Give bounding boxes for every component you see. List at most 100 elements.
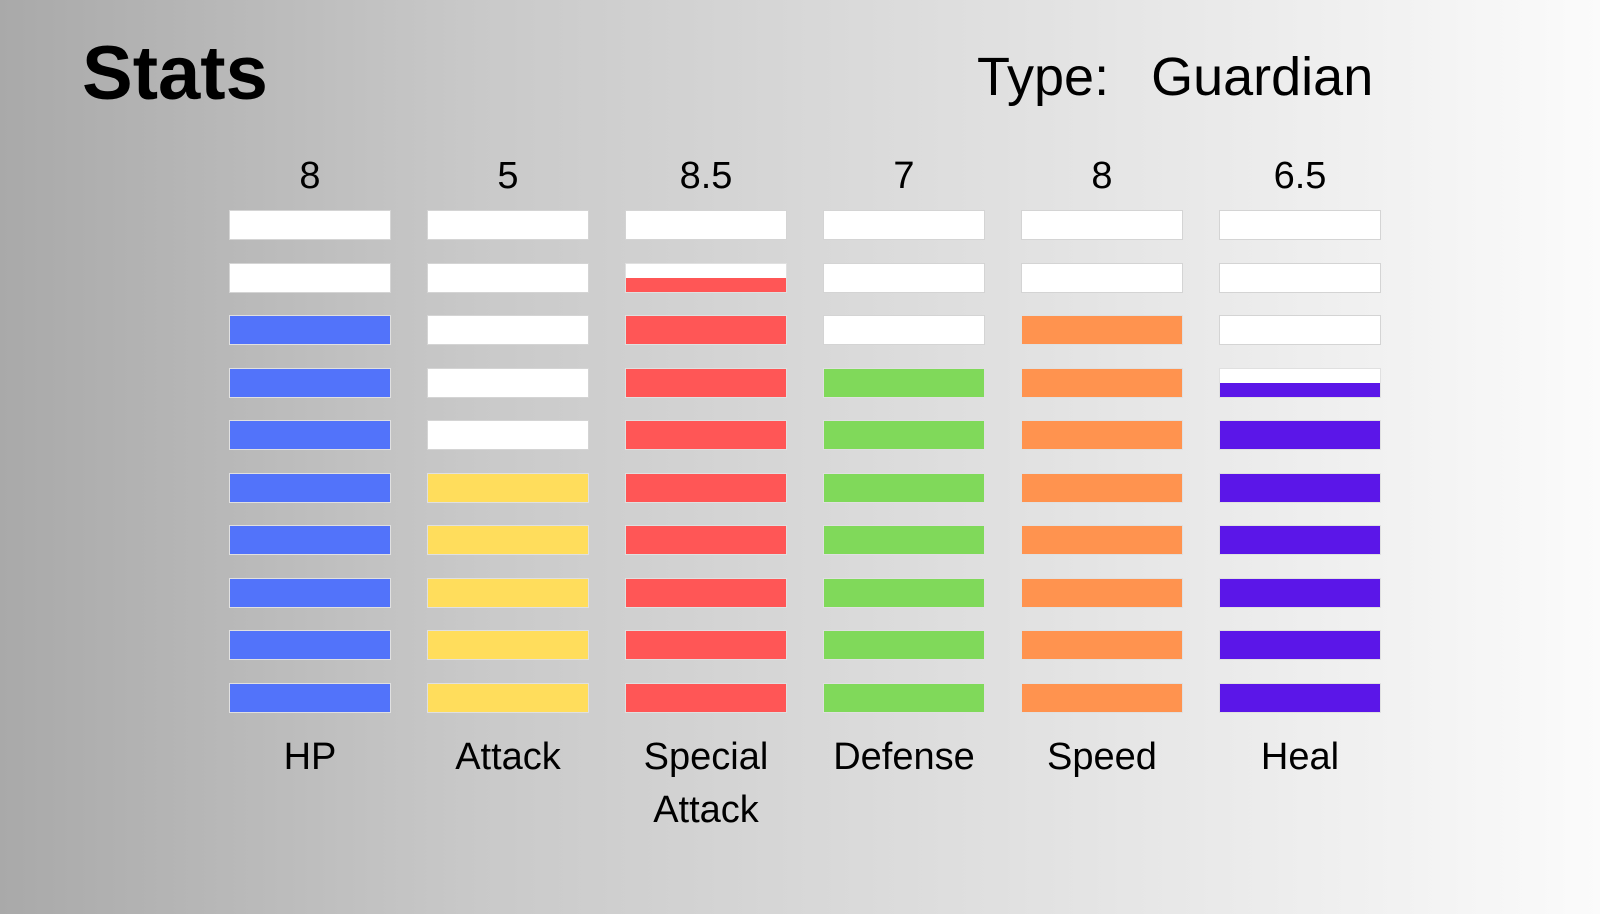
bar-fill-speed-3 bbox=[1022, 578, 1182, 607]
bar-segment-attack-9 bbox=[427, 262, 589, 293]
bar-fill-attack-4 bbox=[428, 526, 588, 554]
type-label: Type: bbox=[977, 47, 1110, 107]
bar-segment-speed-10 bbox=[1021, 210, 1183, 240]
type-value: Guardian bbox=[1151, 47, 1374, 107]
bar-fill-heal-1 bbox=[1220, 683, 1380, 712]
bar-segment-attack-7 bbox=[427, 367, 589, 398]
bar-segment-defense-10 bbox=[823, 210, 985, 240]
bar-fill-special-attack-3 bbox=[626, 578, 786, 607]
bar-fill-defense-1 bbox=[824, 683, 984, 712]
bar-segment-hp-10 bbox=[229, 210, 391, 240]
bar-segment-speed-9 bbox=[1021, 262, 1183, 293]
bar-segment-special-attack-10 bbox=[625, 210, 787, 240]
bar-fill-defense-2 bbox=[824, 631, 984, 659]
bar-segment-heal-6 bbox=[1219, 420, 1381, 450]
bar-segment-special-attack-8 bbox=[625, 315, 787, 345]
bar-segment-defense-3 bbox=[823, 577, 985, 608]
bar-segment-heal-5 bbox=[1219, 472, 1381, 503]
bar-fill-hp-2 bbox=[230, 631, 390, 659]
bar-fill-heal-3 bbox=[1220, 578, 1380, 607]
bar-fill-hp-4 bbox=[230, 526, 390, 554]
bar-segment-special-attack-9 bbox=[625, 262, 787, 293]
bar-segment-special-attack-4 bbox=[625, 525, 787, 555]
bar-segment-defense-7 bbox=[823, 367, 985, 398]
bar-segment-hp-7 bbox=[229, 367, 391, 398]
bar-segment-hp-3 bbox=[229, 577, 391, 608]
bar-segment-attack-5 bbox=[427, 472, 589, 503]
bar-fill-attack-2 bbox=[428, 631, 588, 659]
bar-fill-special-attack-9 bbox=[626, 277, 786, 292]
bar-segment-hp-4 bbox=[229, 525, 391, 555]
bar-fill-speed-7 bbox=[1022, 368, 1182, 397]
bar-fill-speed-8 bbox=[1022, 316, 1182, 344]
bar-fill-special-attack-5 bbox=[626, 473, 786, 502]
bar-fill-attack-5 bbox=[428, 473, 588, 502]
bar-segment-special-attack-2 bbox=[625, 630, 787, 660]
bar-fill-defense-4 bbox=[824, 526, 984, 554]
bar-fill-special-attack-1 bbox=[626, 683, 786, 712]
value-label-defense: 7 bbox=[893, 155, 915, 197]
value-label-attack: 5 bbox=[497, 155, 519, 197]
bar-fill-speed-4 bbox=[1022, 526, 1182, 554]
category-label-hp: HP bbox=[283, 736, 337, 778]
bar-segment-attack-2 bbox=[427, 630, 589, 660]
bar-segment-heal-3 bbox=[1219, 577, 1381, 608]
bar-segment-defense-9 bbox=[823, 262, 985, 293]
bar-segment-hp-5 bbox=[229, 472, 391, 503]
bar-fill-special-attack-7 bbox=[626, 368, 786, 397]
bar-segment-speed-3 bbox=[1021, 577, 1183, 608]
bar-fill-speed-1 bbox=[1022, 683, 1182, 712]
bar-fill-attack-3 bbox=[428, 578, 588, 607]
bar-segment-hp-2 bbox=[229, 630, 391, 660]
bar-fill-speed-5 bbox=[1022, 473, 1182, 502]
bar-segment-defense-4 bbox=[823, 525, 985, 555]
bar-fill-defense-5 bbox=[824, 473, 984, 502]
bar-fill-heal-7 bbox=[1220, 382, 1380, 397]
bar-segment-heal-10 bbox=[1219, 210, 1381, 240]
bar-segment-heal-1 bbox=[1219, 682, 1381, 713]
bar-segment-hp-9 bbox=[229, 262, 391, 293]
category-label-defense: Defense bbox=[833, 736, 975, 778]
bar-segment-speed-4 bbox=[1021, 525, 1183, 555]
bar-segment-special-attack-5 bbox=[625, 472, 787, 503]
bar-segment-defense-2 bbox=[823, 630, 985, 660]
bar-fill-attack-1 bbox=[428, 683, 588, 712]
bar-segment-heal-8 bbox=[1219, 315, 1381, 345]
value-label-special-attack: 8.5 bbox=[679, 155, 733, 197]
bar-segment-attack-6 bbox=[427, 420, 589, 450]
bar-segment-hp-6 bbox=[229, 420, 391, 450]
bar-fill-special-attack-8 bbox=[626, 316, 786, 344]
bar-segment-attack-1 bbox=[427, 682, 589, 713]
bar-segment-speed-6 bbox=[1021, 420, 1183, 450]
bar-fill-special-attack-6 bbox=[626, 421, 786, 449]
value-label-speed: 8 bbox=[1091, 155, 1113, 197]
bar-segment-special-attack-6 bbox=[625, 420, 787, 450]
bar-fill-hp-3 bbox=[230, 578, 390, 607]
bar-segment-attack-3 bbox=[427, 577, 589, 608]
bar-fill-hp-7 bbox=[230, 368, 390, 397]
bar-fill-hp-5 bbox=[230, 473, 390, 502]
bar-segment-special-attack-1 bbox=[625, 682, 787, 713]
bar-segment-defense-8 bbox=[823, 315, 985, 345]
value-label-hp: 8 bbox=[299, 155, 321, 197]
category-label-special-attack: Special Attack bbox=[643, 736, 769, 831]
bar-fill-heal-2 bbox=[1220, 631, 1380, 659]
bar-fill-hp-1 bbox=[230, 683, 390, 712]
bar-segment-defense-6 bbox=[823, 420, 985, 450]
bar-fill-special-attack-2 bbox=[626, 631, 786, 659]
bar-fill-special-attack-4 bbox=[626, 526, 786, 554]
category-label-heal: Heal bbox=[1260, 736, 1340, 778]
bar-segment-speed-5 bbox=[1021, 472, 1183, 503]
bar-fill-defense-3 bbox=[824, 578, 984, 607]
bar-fill-heal-4 bbox=[1220, 526, 1380, 554]
bar-fill-hp-8 bbox=[230, 316, 390, 344]
bar-segment-hp-1 bbox=[229, 682, 391, 713]
type-info: Type: Guardian bbox=[977, 50, 1373, 104]
bar-fill-heal-6 bbox=[1220, 421, 1380, 449]
bar-segment-speed-7 bbox=[1021, 367, 1183, 398]
bar-segment-speed-2 bbox=[1021, 630, 1183, 660]
page-title: Stats bbox=[82, 31, 268, 116]
bar-fill-hp-6 bbox=[230, 421, 390, 449]
bar-segment-attack-10 bbox=[427, 210, 589, 240]
